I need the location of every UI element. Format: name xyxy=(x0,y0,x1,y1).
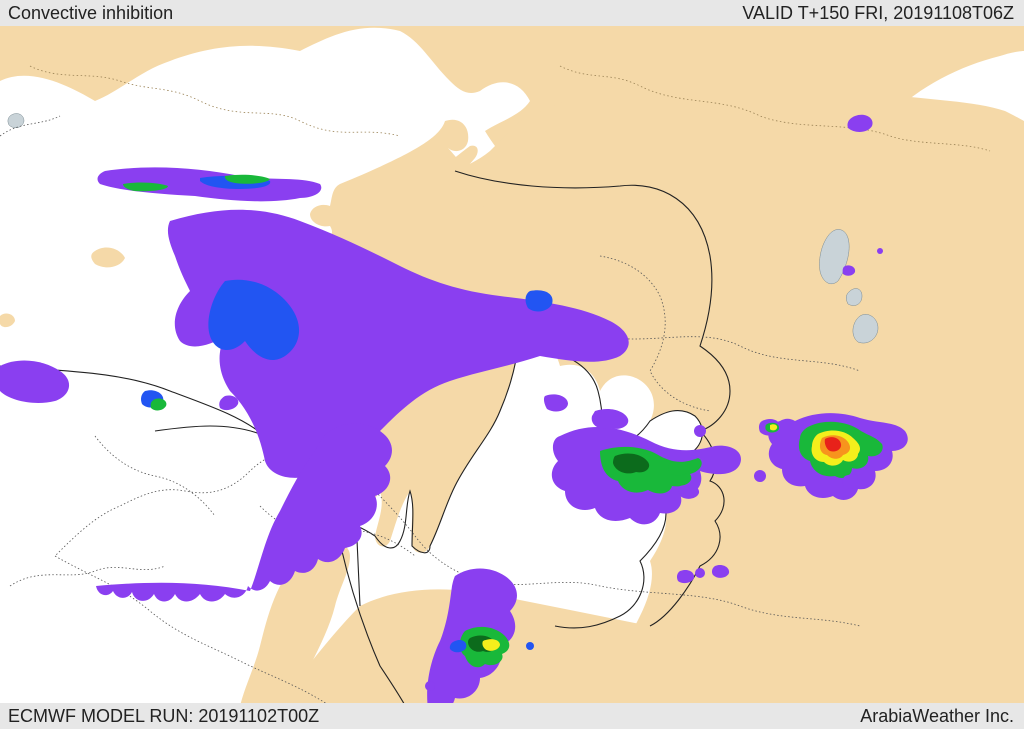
lake-shape xyxy=(8,114,24,128)
footer-bar: ECMWF MODEL RUN: 20191102T00Z ArabiaWeat… xyxy=(0,703,1024,729)
model-run-label: ECMWF MODEL RUN: 20191102T00Z xyxy=(0,706,319,727)
valid-time-label: VALID T+150 FRI, 20191108T06Z xyxy=(742,3,1024,24)
weather-map-app: Convective inhibition VALID T+150 FRI, 2… xyxy=(0,0,1024,729)
map-svg[interactable] xyxy=(0,26,1024,703)
header-bar: Convective inhibition VALID T+150 FRI, 2… xyxy=(0,0,1024,26)
map-container[interactable] xyxy=(0,26,1024,703)
page-title: Convective inhibition xyxy=(0,3,173,24)
credit-label: ArabiaWeather Inc. xyxy=(860,706,1024,727)
